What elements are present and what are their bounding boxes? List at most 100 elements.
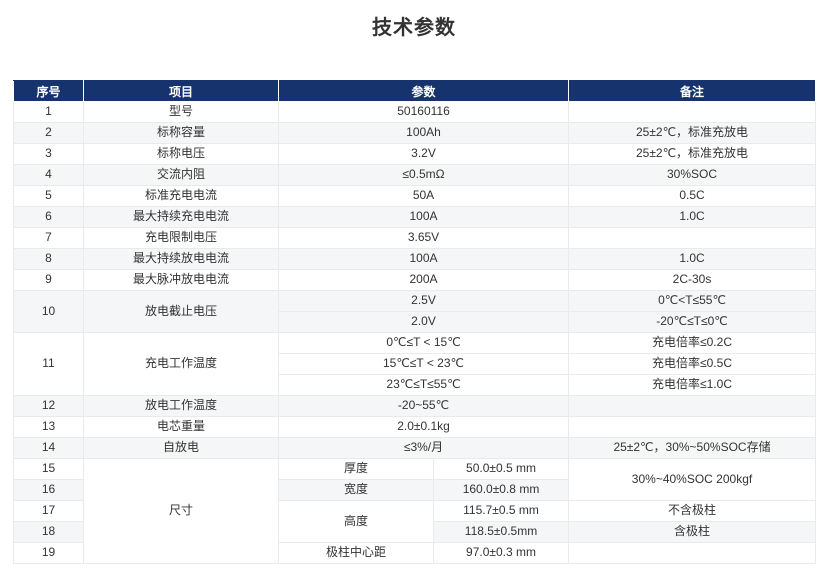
- cell-param: 50A: [277, 185, 570, 207]
- cell-param: ≤3%/月: [277, 437, 570, 459]
- table-row: 19 极柱中心距 97.0±0.3 mm: [13, 542, 817, 564]
- cell-no: 7: [13, 227, 84, 249]
- cell-no: 1: [13, 101, 84, 123]
- cell-no: 11: [13, 332, 84, 396]
- table-header-row: 序号 项目 参数 备注: [13, 80, 817, 102]
- table-row: 6 最大持续充电电流 100A 1.0C: [13, 206, 817, 228]
- cell-no: 6: [13, 206, 84, 228]
- cell-remark: 25±2℃，标准充放电: [568, 122, 817, 144]
- cell-dim-value: 160.0±0.8 mm: [432, 479, 570, 501]
- cell-remark: 充电倍率≤0.2C: [568, 332, 817, 354]
- spec-table: 序号 项目 参数 备注 1 型号 50160116 2 标称容量 100Ah 2…: [13, 80, 817, 564]
- cell-dim-value: 50.0±0.5 mm: [432, 458, 570, 480]
- cell-item: 充电限制电压: [83, 227, 279, 249]
- cell-remark: [568, 227, 817, 249]
- cell-item: 标准充电电流: [83, 185, 279, 207]
- cell-dim-label: 厚度: [278, 458, 434, 480]
- cell-remark: 充电倍率≤1.0C: [568, 374, 817, 396]
- cell-dim-value: 115.7±0.5 mm: [432, 500, 570, 522]
- cell-dim-value: 118.5±0.5mm: [432, 521, 570, 543]
- cell-item: 电芯重量: [83, 416, 279, 438]
- cell-param: 0℃≤T < 15℃: [277, 332, 570, 354]
- cell-no: 17: [13, 500, 84, 522]
- cell-item: 自放电: [83, 437, 279, 459]
- cell-remark: -20℃≤T≤0℃: [568, 311, 817, 333]
- cell-no: 9: [13, 269, 84, 291]
- table-row: 17 高度 115.7±0.5 mm 不含极柱: [13, 500, 817, 543]
- cell-param: -20~55℃: [277, 395, 570, 417]
- table-row: 9 最大脉冲放电电流 200A 2C-30s: [13, 269, 817, 291]
- table-row: 23℃≤T≤55℃ 充电倍率≤1.0C: [14, 374, 817, 396]
- table-row: 10 放电截止电压 2.5V 0℃<T≤55℃: [13, 290, 817, 333]
- table-row: 11 充电工作温度 0℃≤T < 15℃ 充电倍率≤0.2C: [13, 332, 817, 396]
- cell-remark: 30%~40%SOC 200kgf: [568, 458, 817, 501]
- cell-dim-label: 极柱中心距: [278, 542, 434, 564]
- cell-param: 200A: [277, 269, 570, 291]
- cell-remark: 充电倍率≤0.5C: [568, 353, 817, 375]
- table-row: 12 放电工作温度 -20~55℃: [13, 395, 817, 417]
- cell-remark: 1.0C: [568, 206, 817, 228]
- table-row: 8 最大持续放电电流 100A 1.0C: [13, 248, 817, 270]
- cell-remark: 0℃<T≤55℃: [568, 290, 817, 312]
- cell-no: 16: [13, 479, 84, 501]
- cell-remark: 25±2℃，标准充放电: [568, 143, 817, 165]
- cell-no: 18: [13, 521, 84, 543]
- table-row: 1 型号 50160116: [13, 101, 817, 123]
- cell-param: 2.5V: [277, 290, 570, 312]
- table-row: 2.0V -20℃≤T≤0℃: [14, 311, 817, 333]
- cell-remark: 含极柱: [568, 521, 817, 543]
- cell-remark: 30%SOC: [568, 164, 817, 186]
- cell-item: 最大持续充电电流: [83, 206, 279, 228]
- table-row: 5 标准充电电流 50A 0.5C: [13, 185, 817, 207]
- col-header-param: 参数: [277, 80, 570, 102]
- cell-no: 10: [13, 290, 84, 333]
- cell-item: 放电工作温度: [83, 395, 279, 417]
- cell-remark: 25±2℃，30%~50%SOC存储: [568, 437, 817, 459]
- cell-no: 14: [13, 437, 84, 459]
- table-row: 13 电芯重量 2.0±0.1kg: [13, 416, 817, 438]
- cell-item-dimensions: 尺寸: [83, 458, 279, 564]
- cell-param: 100Ah: [277, 122, 570, 144]
- table-row: 2 标称容量 100Ah 25±2℃，标准充放电: [13, 122, 817, 144]
- cell-remark: 1.0C: [568, 248, 817, 270]
- cell-remark: 不含极柱: [568, 500, 817, 522]
- cell-dim-value: 97.0±0.3 mm: [432, 542, 570, 564]
- cell-no: 3: [13, 143, 84, 165]
- cell-no: 19: [13, 542, 84, 564]
- cell-item: 最大脉冲放电电流: [83, 269, 279, 291]
- cell-param: 15℃≤T < 23℃: [277, 353, 570, 375]
- cell-remark: [568, 395, 817, 417]
- cell-no: 8: [13, 248, 84, 270]
- cell-dim-label: 宽度: [278, 479, 434, 501]
- cell-param: 50160116: [277, 101, 570, 123]
- cell-item: 型号: [83, 101, 279, 123]
- col-header-item: 项目: [83, 80, 279, 102]
- page-title: 技术参数: [372, 17, 456, 39]
- cell-no: 13: [13, 416, 84, 438]
- cell-item: 放电截止电压: [83, 290, 279, 333]
- cell-remark: [568, 416, 817, 438]
- cell-no: 15: [13, 458, 84, 480]
- cell-item: 最大持续放电电流: [83, 248, 279, 270]
- table-row: 15℃≤T < 23℃ 充电倍率≤0.5C: [14, 353, 817, 375]
- col-header-no: 序号: [13, 80, 84, 102]
- cell-item: 标称容量: [83, 122, 279, 144]
- cell-remark: [568, 542, 817, 564]
- table-row: 18 118.5±0.5mm 含极柱: [13, 521, 817, 543]
- cell-param: ≤0.5mΩ: [277, 164, 570, 186]
- col-header-remark: 备注: [568, 80, 817, 102]
- table-row: 7 充电限制电压 3.65V: [13, 227, 817, 249]
- cell-dim-label: 高度: [278, 500, 434, 543]
- cell-item: 标称电压: [83, 143, 279, 165]
- cell-remark: 0.5C: [568, 185, 817, 207]
- cell-remark: 2C-30s: [568, 269, 817, 291]
- cell-no: 2: [13, 122, 84, 144]
- cell-param: 3.2V: [277, 143, 570, 165]
- cell-param: 3.65V: [277, 227, 570, 249]
- table-row: 14 自放电 ≤3%/月 25±2℃，30%~50%SOC存储: [13, 437, 817, 459]
- cell-param: 23℃≤T≤55℃: [277, 374, 570, 396]
- cell-param: 100A: [277, 206, 570, 228]
- cell-item: 充电工作温度: [83, 332, 279, 396]
- cell-item: 交流内阻: [83, 164, 279, 186]
- cell-param: 100A: [277, 248, 570, 270]
